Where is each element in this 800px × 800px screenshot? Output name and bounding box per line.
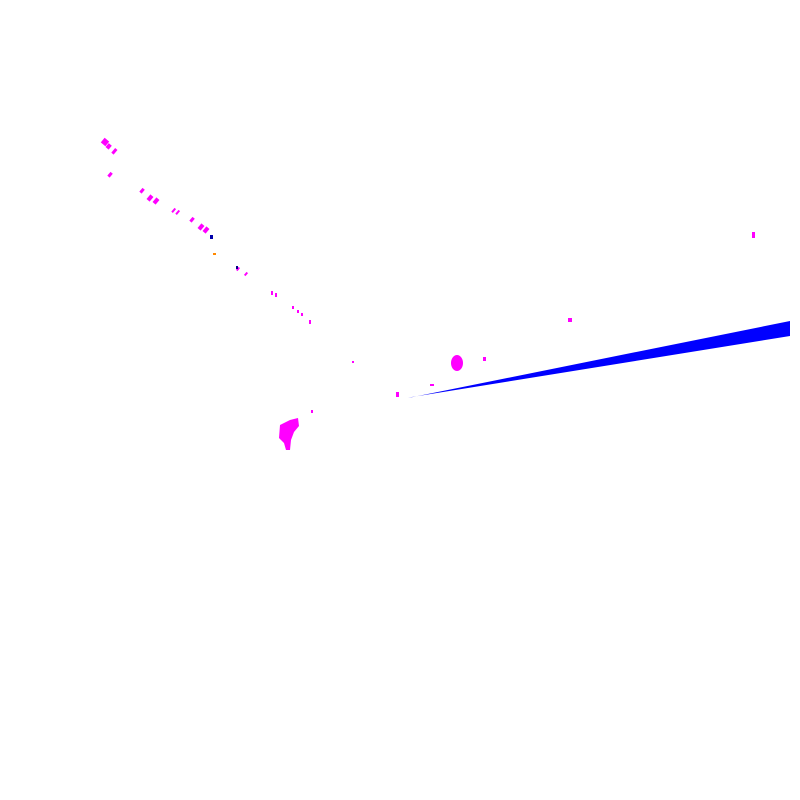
point [107, 171, 113, 178]
blue-wedge [408, 321, 790, 398]
point [111, 148, 118, 155]
point [146, 194, 154, 202]
point [171, 207, 177, 213]
dark-point [236, 266, 238, 269]
point [139, 187, 145, 194]
point [152, 197, 160, 205]
clusters [279, 232, 755, 450]
point [430, 384, 434, 386]
point [105, 143, 112, 150]
point [292, 306, 294, 309]
point [243, 271, 249, 277]
point [100, 137, 110, 147]
point [175, 209, 181, 215]
point [197, 223, 205, 231]
orange-point [213, 253, 216, 255]
point [352, 361, 354, 363]
cluster [451, 355, 463, 371]
point [275, 293, 277, 297]
point [483, 357, 486, 361]
point [309, 320, 311, 324]
point [271, 291, 273, 295]
point [202, 226, 210, 234]
point [396, 392, 399, 397]
point [752, 232, 755, 238]
point [301, 313, 303, 316]
point [297, 310, 299, 313]
dark-point [210, 235, 213, 239]
point [568, 318, 572, 322]
point [189, 216, 195, 223]
point [311, 410, 313, 413]
cluster [279, 418, 299, 450]
